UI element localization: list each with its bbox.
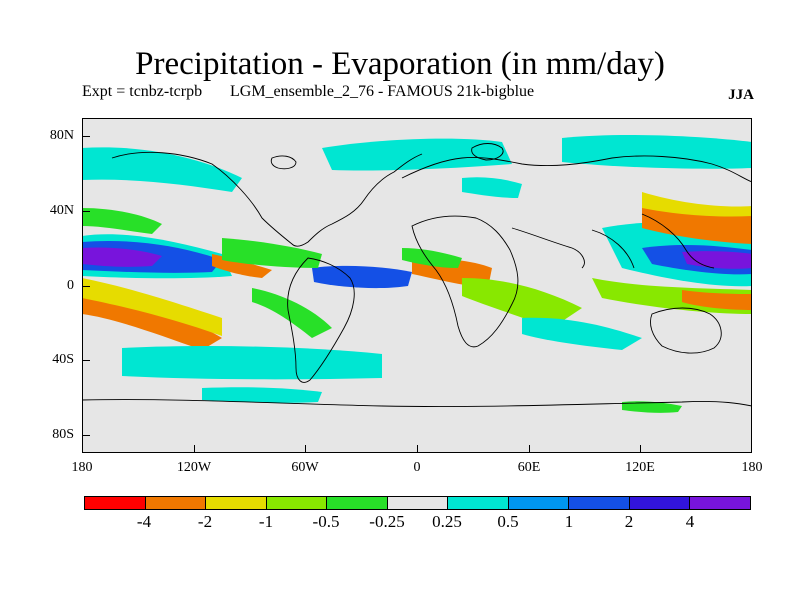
season-label: JJA	[728, 87, 754, 103]
colorbar-label: 0.5	[497, 512, 519, 531]
x-label-180e: 180	[741, 460, 763, 475]
y-tick	[82, 435, 90, 436]
x-tick	[305, 445, 306, 453]
colorbar-label: 2	[624, 512, 634, 531]
y-tick	[82, 360, 90, 361]
colorbar-swatch-2	[206, 497, 267, 509]
x-label-120e: 120E	[625, 460, 655, 475]
colorbar-swatch-7	[508, 497, 570, 509]
y-label-80n: 80N	[49, 128, 74, 143]
x-tick	[529, 445, 530, 453]
colorbar-swatch-10	[690, 497, 751, 509]
colorbar-label: -4	[136, 512, 152, 531]
x-label-60e: 60E	[517, 460, 541, 475]
y-label-0: 0	[67, 278, 74, 293]
colorbar-swatch-9	[629, 497, 691, 509]
experiment-label: Expt = tcnbz-tcrpb	[82, 83, 203, 100]
pe-contour-fills	[82, 135, 752, 413]
colorbar-swatch-8	[569, 497, 630, 509]
y-tick	[82, 211, 90, 212]
colorbar-label: -0.25	[369, 512, 405, 531]
colorbar-label: 1	[564, 512, 574, 531]
colorbar-label: -1	[258, 512, 274, 531]
colorbar	[84, 496, 751, 510]
colorbar-swatch-3	[266, 497, 328, 509]
colorbar-label: -2	[197, 512, 213, 531]
pe-field-map	[82, 135, 752, 413]
colorbar-swatch-0	[85, 497, 146, 509]
colorbar-swatch-4	[327, 497, 388, 509]
y-tick	[82, 286, 90, 287]
colorbar-swatch-5	[387, 497, 449, 509]
colorbar-label: 4	[685, 512, 695, 531]
y-label-80s: 80S	[52, 427, 74, 442]
x-tick	[640, 445, 641, 453]
x-tick	[194, 445, 195, 453]
x-label-180w: 180	[71, 460, 93, 475]
map-plot-area	[82, 118, 752, 453]
colorbar-swatch-6	[448, 497, 509, 509]
coastlines	[82, 143, 752, 407]
x-label-60w: 60W	[291, 460, 319, 475]
x-tick	[417, 445, 418, 453]
chart-title: Precipitation - Evaporation (in mm/day)	[135, 46, 665, 82]
y-tick	[82, 136, 90, 137]
y-label-40n: 40N	[49, 203, 74, 218]
run-label: LGM_ensemble_2_76 - FAMOUS 21k-bigblue	[230, 83, 535, 100]
x-label-0: 0	[413, 460, 421, 475]
x-label-120w: 120W	[176, 460, 212, 475]
y-label-40s: 40S	[52, 352, 74, 367]
colorbar-label: -0.5	[312, 512, 340, 531]
colorbar-label: 0.25	[432, 512, 462, 531]
colorbar-swatch-1	[145, 497, 207, 509]
